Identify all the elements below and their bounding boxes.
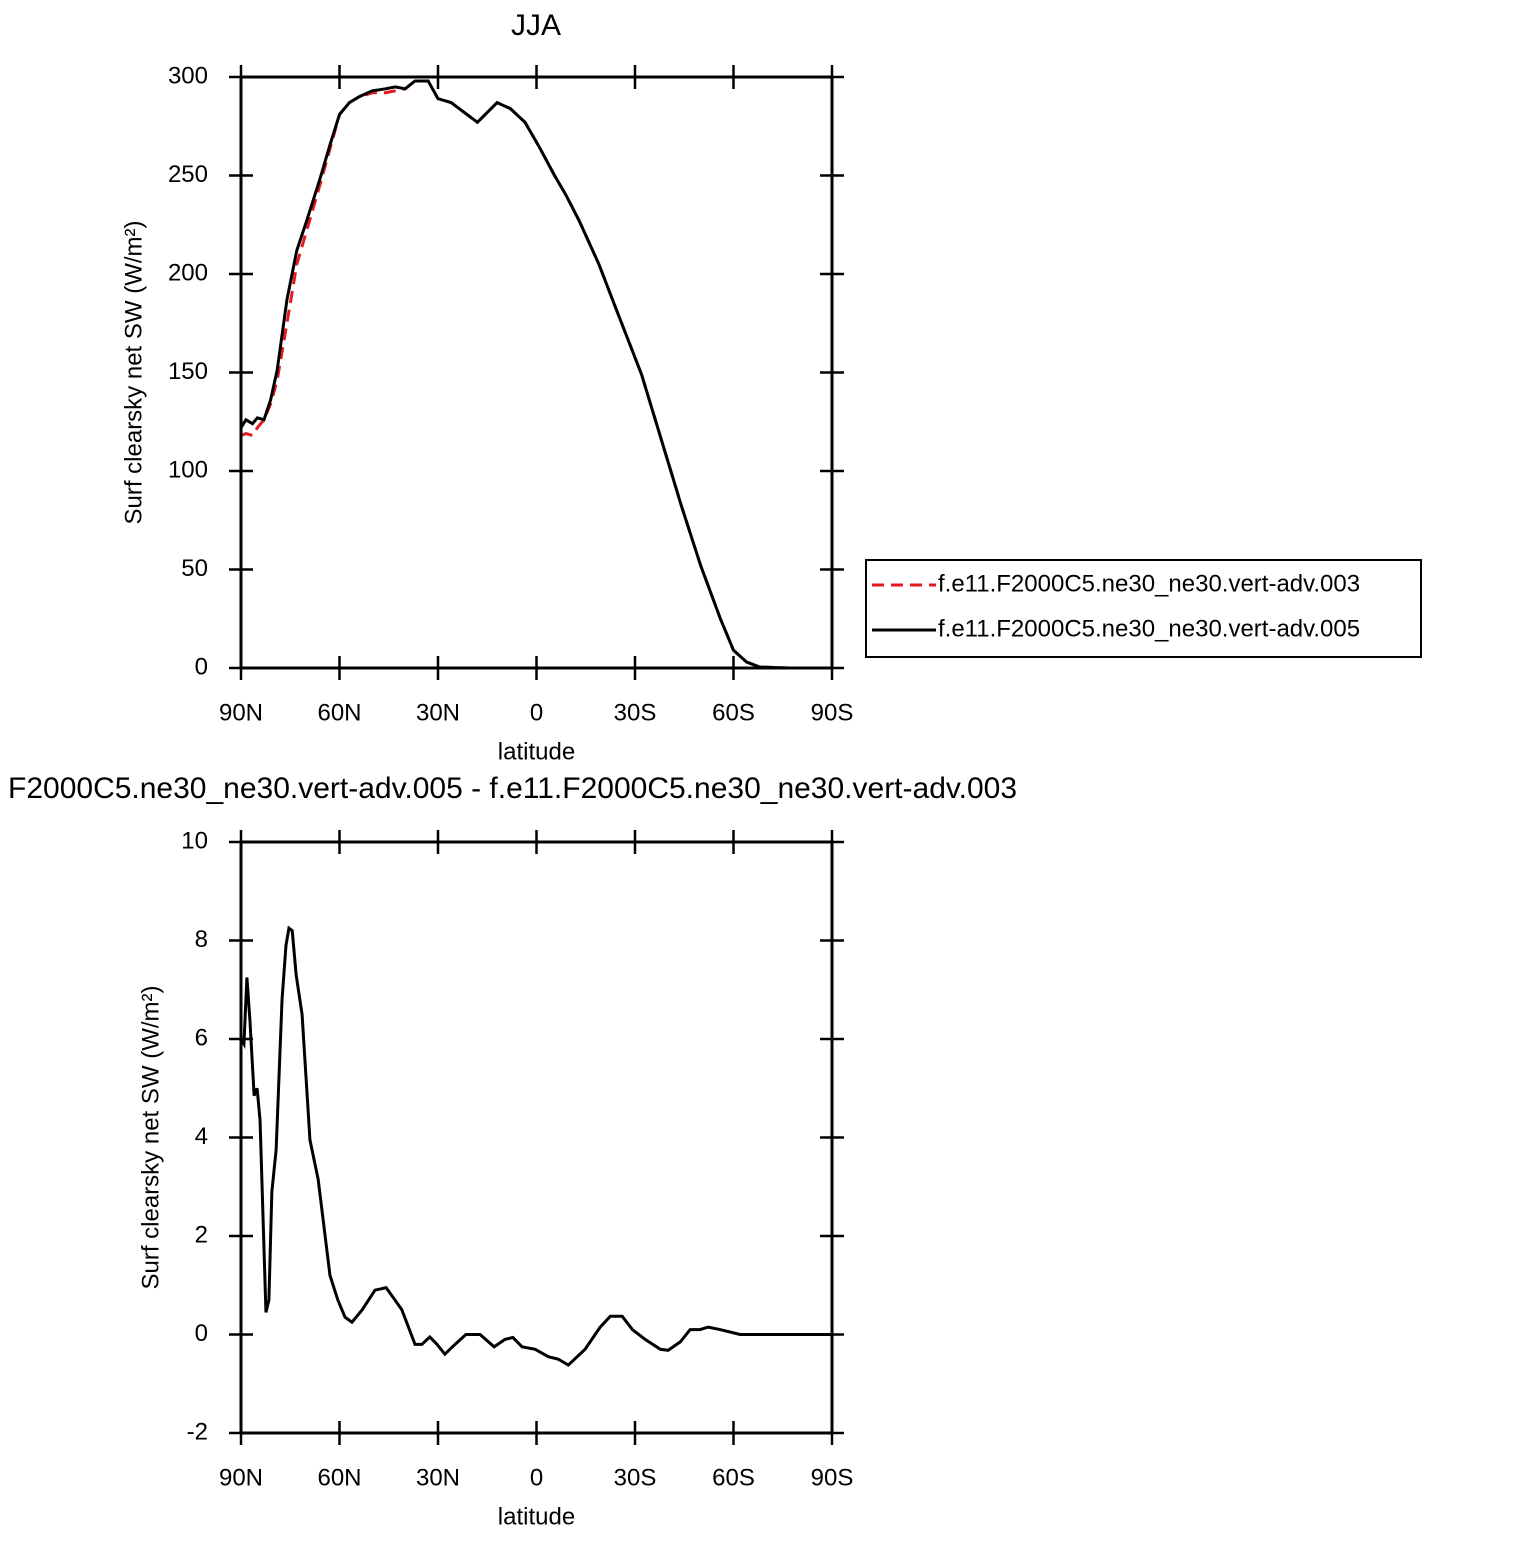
chart-title: F2000C5.ne30_ne30.vert-adv.005 - f.e11.F… <box>8 772 1017 805</box>
y-tick-label: 4 <box>195 1123 208 1150</box>
plot-frame <box>239 840 834 1435</box>
y-tick-label: -2 <box>187 1418 208 1445</box>
x-tick-label: 60S <box>712 1464 755 1491</box>
plot-frame <box>239 75 834 670</box>
chart-title: JJA <box>511 9 561 42</box>
y-tick-label: 150 <box>168 358 208 385</box>
legend-label: f.e11.F2000C5.ne30_ne30.vert-adv.003 <box>938 570 1360 597</box>
legend-box <box>865 559 1422 658</box>
y-tick-label: 200 <box>168 259 208 286</box>
x-axis-label: latitude <box>498 738 575 765</box>
x-axis-label: latitude <box>498 1503 575 1530</box>
x-tick-label: 90N <box>219 699 263 726</box>
y-tick-label: 300 <box>168 62 208 89</box>
x-tick-label: 30S <box>614 699 657 726</box>
legend-label: f.e11.F2000C5.ne30_ne30.vert-adv.005 <box>938 615 1360 642</box>
y-tick-label: 6 <box>195 1024 208 1051</box>
y-tick-label: 2 <box>195 1221 208 1248</box>
y-tick-label: 250 <box>168 161 208 188</box>
data-line <box>239 925 832 1367</box>
y-tick-label: 50 <box>181 555 208 582</box>
x-tick-label: 60N <box>317 699 361 726</box>
y-tick-label: 0 <box>195 1320 208 1347</box>
x-tick-label: 90S <box>811 1464 854 1491</box>
x-tick-label: 60S <box>712 699 755 726</box>
x-tick-label: 60N <box>317 1464 361 1491</box>
y-tick-label: 0 <box>195 653 208 680</box>
x-tick-label: 30N <box>416 1464 460 1491</box>
data-line <box>239 79 832 670</box>
y-axis-label: Surf clearsky net SW (W/m²) <box>120 220 147 524</box>
x-tick-label: 0 <box>530 699 543 726</box>
x-tick-label: 90S <box>811 699 854 726</box>
y-tick-label: 8 <box>195 926 208 953</box>
x-tick-label: 30N <box>416 699 460 726</box>
y-tick-label: 10 <box>181 827 208 854</box>
y-axis-label: Surf clearsky net SW (W/m²) <box>137 985 164 1289</box>
x-tick-label: 90N <box>219 1464 263 1491</box>
x-tick-label: 30S <box>614 1464 657 1491</box>
data-line <box>240 79 832 670</box>
y-tick-label: 100 <box>168 456 208 483</box>
x-tick-label: 0 <box>530 1464 543 1491</box>
